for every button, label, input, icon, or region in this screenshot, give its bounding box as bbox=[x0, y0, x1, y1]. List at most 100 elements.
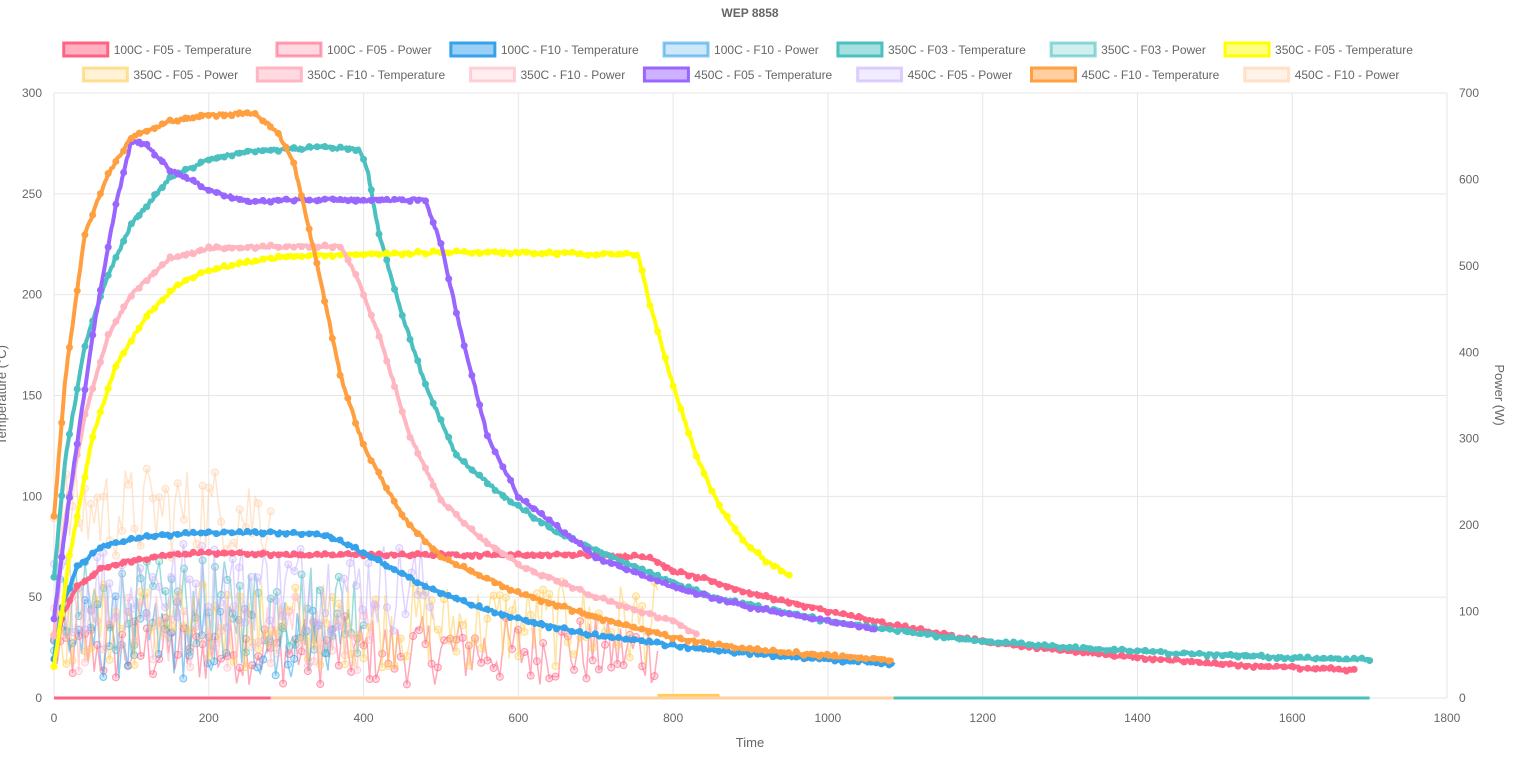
temperature-point bbox=[220, 549, 228, 557]
temperature-point bbox=[1311, 655, 1319, 663]
temperature-point bbox=[243, 257, 251, 265]
temperature-point bbox=[120, 237, 128, 245]
temperature-point bbox=[89, 331, 97, 339]
temperature-point bbox=[723, 642, 731, 650]
power-point bbox=[625, 653, 634, 662]
temperature-point bbox=[1041, 641, 1049, 649]
legend-item[interactable]: 450C - F05 - Power bbox=[856, 66, 1013, 83]
power-point bbox=[650, 672, 659, 681]
legend-item[interactable]: 450C - F10 - Temperature bbox=[1030, 66, 1220, 83]
power-point bbox=[315, 619, 324, 628]
temperature-point bbox=[73, 385, 81, 393]
legend-item[interactable]: 350C - F10 - Temperature bbox=[255, 66, 445, 83]
temperature-point bbox=[50, 663, 58, 671]
legend-item[interactable]: 350C - F10 - Power bbox=[469, 66, 626, 83]
power-point bbox=[328, 593, 337, 602]
legend-swatch bbox=[1030, 66, 1077, 83]
temperature-point bbox=[522, 616, 530, 624]
legend-item[interactable]: 100C - F05 - Temperature bbox=[62, 41, 252, 58]
power-point bbox=[149, 670, 158, 679]
temperature-point bbox=[793, 611, 801, 619]
legend-swatch bbox=[275, 41, 323, 58]
temperature-point bbox=[770, 562, 778, 570]
temperature-point bbox=[367, 553, 375, 561]
power-point bbox=[433, 625, 442, 634]
legend-swatch bbox=[1223, 41, 1271, 58]
power-point bbox=[291, 583, 300, 592]
legend-item[interactable]: 100C - F05 - Power bbox=[275, 41, 432, 58]
legend-item[interactable]: 350C - F03 - Temperature bbox=[836, 41, 1026, 58]
temperature-point bbox=[96, 408, 104, 416]
temperature-point bbox=[344, 197, 352, 205]
legend-item[interactable]: 100C - F10 - Temperature bbox=[449, 41, 639, 58]
temperature-point bbox=[352, 250, 360, 258]
temperature-point bbox=[646, 301, 654, 309]
power-point bbox=[210, 657, 219, 666]
temperature-point bbox=[739, 588, 747, 596]
temperature-point bbox=[158, 184, 166, 192]
legend-item[interactable]: 450C - F10 - Power bbox=[1243, 66, 1400, 83]
temperature-point bbox=[344, 394, 352, 402]
temperature-point bbox=[645, 637, 653, 645]
temperature-point bbox=[414, 449, 422, 457]
temperature-point bbox=[1048, 642, 1056, 650]
temperature-point bbox=[569, 584, 577, 592]
temperature-point bbox=[243, 550, 251, 558]
legend-item[interactable]: 350C - F05 - Power bbox=[81, 66, 238, 83]
temperature-point bbox=[313, 259, 321, 267]
temperature-point bbox=[731, 525, 739, 533]
temperature-point bbox=[491, 448, 499, 456]
temperature-point bbox=[398, 408, 406, 416]
temperature-point bbox=[685, 429, 693, 437]
temperature-point bbox=[274, 530, 282, 538]
temperature-point bbox=[591, 630, 599, 638]
legend-item[interactable]: 350C - F05 - Temperature bbox=[1223, 41, 1413, 58]
temperature-point bbox=[383, 256, 391, 264]
power-point bbox=[68, 656, 77, 665]
temperature-point bbox=[189, 274, 197, 282]
temperature-point bbox=[468, 466, 476, 474]
power-point bbox=[291, 640, 300, 649]
temperature-point bbox=[236, 549, 244, 557]
temperature-point bbox=[274, 129, 282, 137]
temperature-point bbox=[382, 562, 390, 570]
power-point bbox=[464, 661, 473, 670]
temperature-point bbox=[212, 530, 220, 538]
power-point bbox=[130, 661, 139, 670]
temperature-point bbox=[1250, 652, 1258, 660]
temperature-point bbox=[885, 657, 893, 665]
temperature-point bbox=[65, 430, 73, 438]
temperature-point bbox=[538, 519, 546, 527]
legend-item[interactable]: 350C - F03 - Power bbox=[1049, 41, 1206, 58]
temperature-point bbox=[282, 243, 290, 251]
legend-label: 350C - F05 - Power bbox=[133, 68, 238, 82]
temperature-point bbox=[537, 619, 545, 627]
power-point bbox=[136, 541, 145, 550]
temperature-point bbox=[468, 601, 476, 609]
temperature-point bbox=[1110, 652, 1118, 660]
temperature-point bbox=[522, 506, 530, 514]
temperature-point bbox=[243, 527, 251, 535]
temperature-point bbox=[282, 195, 290, 203]
temperature-point bbox=[661, 579, 669, 587]
temperature-point bbox=[189, 250, 197, 258]
y-axis-title: Temperature (°C) bbox=[0, 345, 9, 445]
temperature-point bbox=[290, 528, 298, 536]
legend-item[interactable]: 450C - F05 - Temperature bbox=[642, 66, 833, 83]
legend-item[interactable]: 100C - F10 - Power bbox=[662, 41, 819, 58]
temperature-point bbox=[716, 501, 724, 509]
temperature-point bbox=[499, 550, 507, 558]
temperature-point bbox=[112, 200, 120, 208]
temperature-point bbox=[669, 582, 677, 590]
temperature-point bbox=[313, 143, 321, 151]
temperature-point bbox=[553, 602, 561, 610]
power-point bbox=[254, 499, 263, 508]
temperature-point bbox=[561, 529, 569, 537]
temperature-point bbox=[174, 550, 182, 558]
temperature-point bbox=[360, 291, 368, 299]
power-point bbox=[607, 663, 616, 672]
power-point bbox=[413, 590, 422, 599]
temperature-point bbox=[236, 244, 244, 252]
temperature-point bbox=[1280, 663, 1288, 671]
temperature-point bbox=[1133, 647, 1141, 655]
